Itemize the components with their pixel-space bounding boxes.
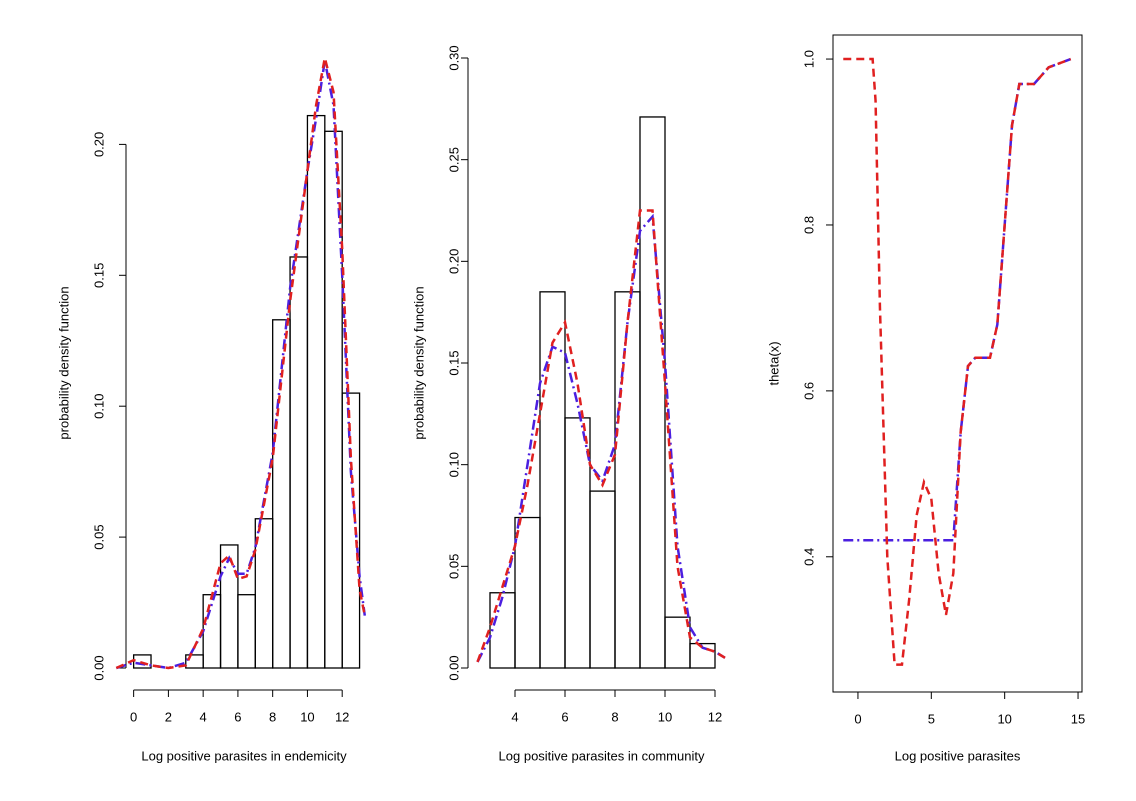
- x-tick-label: 8: [269, 709, 276, 724]
- y-tick-label: 0.30: [446, 45, 461, 70]
- x-tick-label: 12: [708, 709, 722, 724]
- histogram-bar: [237, 594, 256, 669]
- x-tick-label: 15: [1071, 711, 1085, 726]
- histogram-bar: [306, 114, 326, 669]
- y-axis-title: probability density function: [56, 286, 71, 439]
- density-line: [476, 209, 726, 663]
- x-axis-title: Log positive parasites in endemicity: [141, 748, 347, 763]
- y-tick-label: 1.0: [801, 50, 816, 68]
- density-line: [115, 60, 367, 670]
- density-line: [843, 57, 1072, 666]
- x-tick-label: 4: [200, 709, 207, 724]
- x-tick-label: 6: [234, 709, 241, 724]
- y-axis-title: theta(x): [766, 341, 781, 385]
- x-axis-title: Log positive parasites in community: [499, 748, 705, 763]
- y-axis-title: probability density function: [411, 286, 426, 439]
- y-tick-label: 0.4: [801, 548, 816, 566]
- y-tick-label: 0.10: [91, 394, 106, 419]
- histogram-bar: [185, 654, 204, 669]
- x-tick-label: 8: [611, 709, 618, 724]
- histogram-bar: [289, 256, 309, 669]
- density-line: [115, 57, 367, 670]
- histogram-bar: [639, 116, 666, 669]
- histogram-bar: [689, 642, 716, 669]
- x-tick-label: 2: [165, 709, 172, 724]
- y-tick-label: 0.20: [446, 249, 461, 274]
- x-tick-label: 10: [658, 709, 672, 724]
- y-tick-label: 0.8: [801, 216, 816, 234]
- y-tick-label: 0.15: [91, 263, 106, 288]
- y-tick-label: 0.20: [91, 132, 106, 157]
- histogram-bar: [514, 516, 541, 669]
- x-tick-label: 5: [928, 711, 935, 726]
- x-axis-title: Log positive parasites: [895, 748, 1021, 763]
- histogram-bar: [132, 654, 152, 669]
- plot-box: [832, 34, 1083, 693]
- x-tick-label: 0: [130, 709, 137, 724]
- x-tick-label: 0: [854, 711, 861, 726]
- histogram-bar: [219, 544, 239, 669]
- x-tick-label: 12: [335, 709, 349, 724]
- histogram-bar: [564, 417, 591, 669]
- x-tick-label: 4: [511, 709, 518, 724]
- histogram-bar: [664, 616, 691, 669]
- x-tick-label: 10: [300, 709, 314, 724]
- y-tick-label: 0.15: [446, 350, 461, 375]
- x-tick-label: 6: [561, 709, 568, 724]
- histogram-bar: [589, 490, 616, 669]
- histogram-bar: [614, 291, 641, 669]
- histogram-bar: [489, 592, 516, 669]
- y-tick-label: 0.6: [801, 382, 816, 400]
- y-tick-label: 0.00: [91, 655, 106, 680]
- x-tick-label: 10: [997, 711, 1011, 726]
- y-tick-label: 0.05: [91, 524, 106, 549]
- density-line: [476, 213, 726, 663]
- density-line: [843, 57, 1072, 542]
- y-tick-label: 0.10: [446, 452, 461, 477]
- y-tick-label: 0.25: [446, 147, 461, 172]
- y-tick-label: 0.05: [446, 554, 461, 579]
- histogram-bar: [341, 392, 361, 669]
- y-tick-label: 0.00: [446, 655, 461, 680]
